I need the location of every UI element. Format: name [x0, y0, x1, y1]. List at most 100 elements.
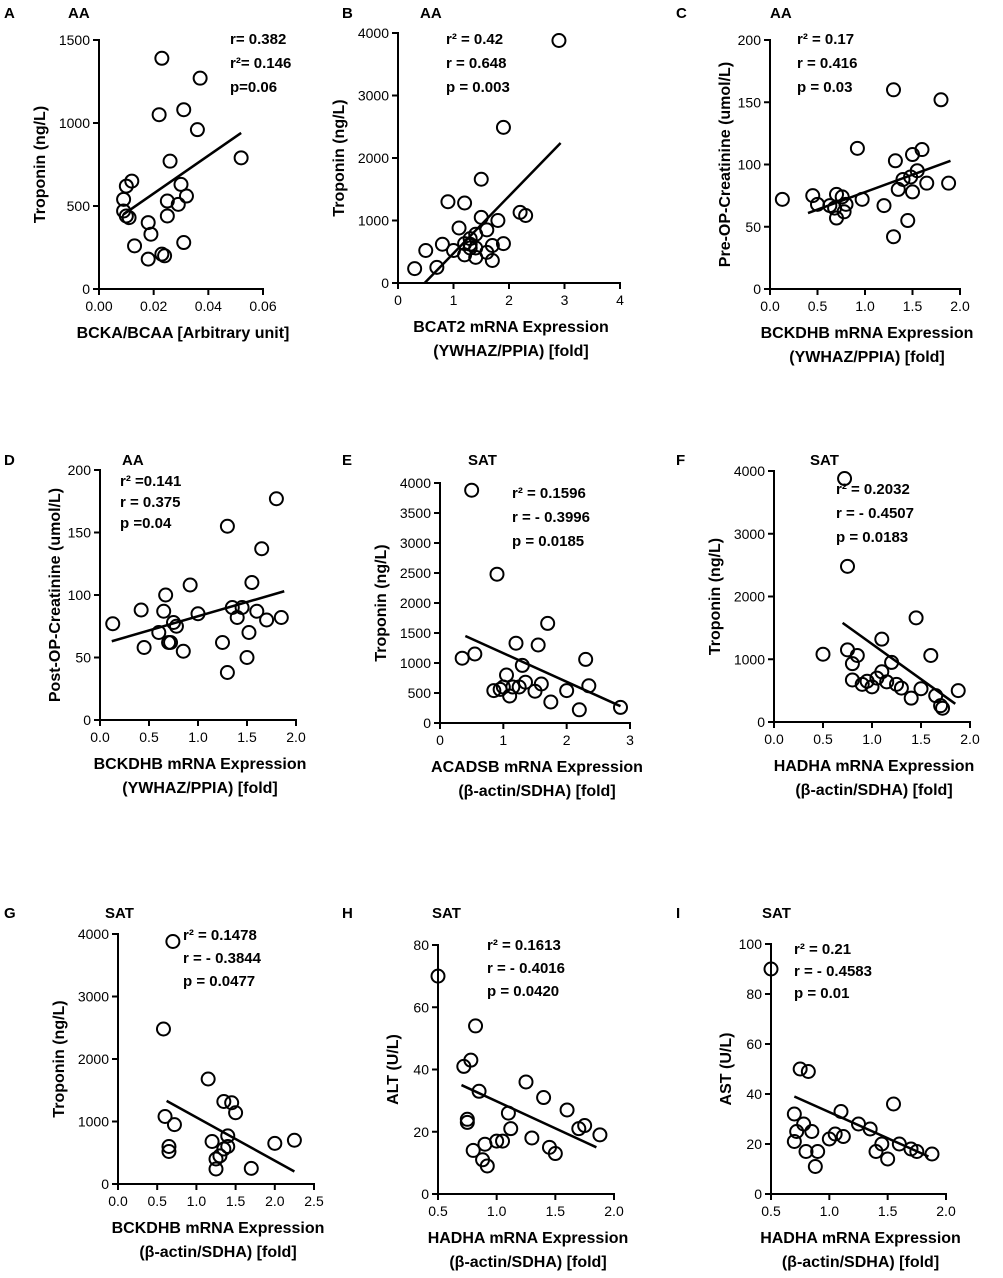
y-axis-label: Troponin (ng/L) [331, 99, 348, 216]
group-label: AA [770, 5, 792, 22]
data-point [479, 222, 495, 238]
stat-line: r² =0.141 [120, 473, 181, 490]
data-point [133, 602, 149, 618]
data-point [219, 518, 235, 534]
x-tick-label: 0.04 [195, 298, 222, 314]
y-tick-label: 50 [75, 650, 91, 666]
stat-line: r² = 0.1613 [487, 937, 561, 954]
data-point [893, 680, 909, 696]
data-point [244, 575, 260, 590]
panel-b: B AA 0 1000 2000 3000 4000 0 1 2 3 4 BCAT2 mRNA Expr… [331, 5, 624, 360]
data-point [895, 171, 911, 187]
data-point [763, 961, 779, 977]
data-point [200, 1071, 216, 1087]
data-point [887, 153, 903, 169]
y-tick-label: 60 [746, 1036, 762, 1052]
group-label: AA [122, 452, 144, 469]
y-tick-label: 3000 [734, 526, 765, 542]
y-tick-label: 4000 [734, 463, 765, 479]
x-axis-label: (YWHAZ/PPIA) [fold] [122, 780, 278, 797]
data-point [835, 1129, 851, 1144]
data-point [886, 229, 901, 245]
data-point [204, 1134, 220, 1149]
data-point [514, 657, 530, 673]
y-tick-label: 20 [413, 1124, 429, 1140]
stat-line: r² = 0.42 [446, 31, 503, 48]
data-point [547, 1146, 563, 1162]
data-point [880, 1151, 896, 1167]
y-tick-label: 1000 [78, 1114, 109, 1130]
y-tick-label: 0 [753, 281, 761, 297]
y-tick-label: 40 [746, 1086, 762, 1102]
data-point [834, 189, 850, 205]
data-point [874, 631, 890, 647]
data-point [430, 968, 446, 984]
data-point [459, 1111, 475, 1127]
y-tick-label: 40 [413, 1062, 429, 1078]
data-point [243, 1160, 259, 1176]
data-point [158, 587, 174, 603]
panel-c: C AA 0 50 100 150 200 0.0 0.5 1.0 1.5 2.0 BCKDHB mRN… [676, 5, 973, 366]
data-point [800, 1064, 816, 1079]
x-axis-label: (YWHAZ/PPIA) [fold] [433, 343, 589, 360]
data-point [836, 204, 852, 220]
data-point [499, 667, 514, 683]
x-tick-label: 1.0 [187, 1193, 207, 1209]
y-tick-label: 80 [746, 986, 762, 1002]
data-point [484, 238, 500, 253]
data-point [486, 683, 502, 699]
stat-line: r = - 0.4583 [794, 963, 872, 980]
stat-line: r= 0.382 [230, 31, 286, 48]
y-axis-label: Troponin (ng/L) [32, 106, 49, 223]
panel-f: F SAT 0 1000 2000 3000 4000 0.0 0.5 1.0 1.5 2.0 HADH… [676, 452, 980, 799]
data-point [804, 1124, 820, 1139]
data-point [268, 491, 284, 507]
panel-letter: B [342, 5, 353, 22]
x-tick-label: 0.0 [90, 729, 110, 745]
data-point [933, 698, 949, 714]
data-point [267, 1135, 283, 1151]
data-point [518, 674, 533, 690]
regression-line [122, 131, 242, 216]
y-tick-label: 500 [408, 685, 432, 701]
x-tick-label: 0.0 [760, 298, 780, 314]
stat-line: p = 0.03 [797, 79, 852, 96]
panel-letter: D [4, 452, 15, 469]
x-tick-label: 1.0 [188, 729, 208, 745]
group-label: SAT [810, 452, 839, 469]
x-tick-label: 1.5 [226, 1193, 246, 1209]
group-label: SAT [432, 905, 461, 922]
data-point [166, 1117, 182, 1133]
data-point [440, 194, 456, 210]
data-point [518, 1074, 534, 1090]
data-point [124, 173, 140, 189]
data-point [833, 1104, 849, 1119]
data-point [259, 612, 275, 628]
x-tick-label: 0.5 [428, 1203, 448, 1219]
data-point [844, 656, 860, 672]
data-point [543, 694, 559, 710]
data-point [508, 635, 524, 651]
data-point [165, 934, 181, 949]
data-point [941, 175, 957, 191]
x-tick-label: 2.0 [286, 729, 306, 745]
data-point [905, 184, 920, 200]
stat-line: r = 0.416 [797, 55, 857, 72]
stat-line: r = - 0.3844 [183, 950, 262, 967]
data-point [468, 1018, 484, 1034]
data-point [219, 665, 235, 680]
data-point [157, 1109, 173, 1124]
y-tick-label: 80 [413, 937, 429, 953]
panel-letter: F [676, 452, 685, 469]
x-tick-label: 1.5 [911, 731, 931, 747]
y-tick-label: 0 [754, 1186, 762, 1202]
stat-line: r² = 0.1596 [512, 485, 586, 502]
data-point [239, 650, 255, 665]
stat-line: r = 0.375 [120, 494, 180, 511]
data-point [551, 33, 567, 48]
y-tick-label: 0 [83, 712, 91, 728]
data-point [571, 702, 587, 718]
y-axis-label: Post-OP-Creatinine (umol/L) [47, 488, 64, 702]
data-point [805, 188, 821, 204]
stat-line: p = 0.0183 [836, 529, 908, 546]
